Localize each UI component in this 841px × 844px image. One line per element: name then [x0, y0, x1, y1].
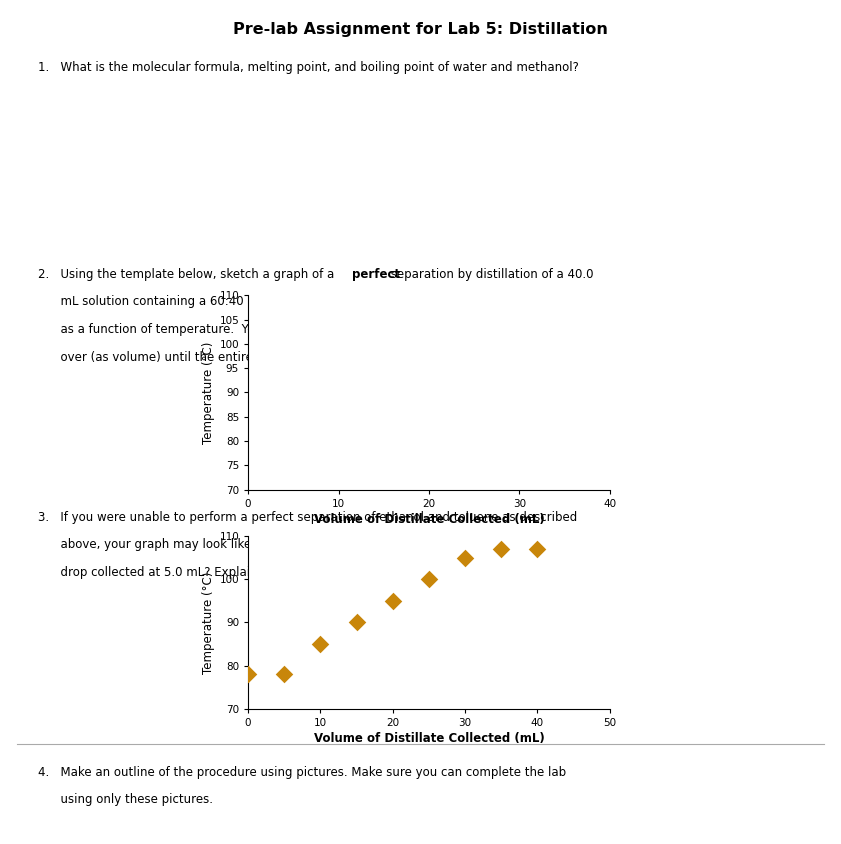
Text: 2.   Using the template below, sketch a graph of a: 2. Using the template below, sketch a gr…	[38, 268, 338, 280]
Text: over (as volume) until the entire mixture has been distilled (40 mL).: over (as volume) until the entire mixtur…	[38, 351, 464, 364]
Point	[386, 594, 399, 608]
Text: separation by distillation of a 40.0: separation by distillation of a 40.0	[387, 268, 594, 280]
Text: mL solution containing a 60:40 mixture of ethanol (bp = 78° C) and toluene (bp =: mL solution containing a 60:40 mixture o…	[38, 295, 595, 308]
Text: 1.   What is the molecular formula, melting point, and boiling point of water an: 1. What is the molecular formula, meltin…	[38, 61, 579, 73]
Text: perfect: perfect	[352, 268, 399, 280]
Text: using only these pictures.: using only these pictures.	[38, 793, 213, 806]
Point	[314, 637, 327, 651]
Point	[350, 615, 363, 629]
Point	[241, 668, 255, 681]
Text: as a function of temperature.  You should graph the temperature of the drops com: as a function of temperature. You should…	[38, 323, 567, 336]
Point	[422, 572, 436, 586]
Point	[531, 542, 544, 555]
Point	[458, 551, 472, 565]
Text: Pre-lab Assignment for Lab 5: Distillation: Pre-lab Assignment for Lab 5: Distillati…	[233, 22, 608, 37]
Point	[495, 542, 508, 555]
Y-axis label: Temperature (°C): Temperature (°C)	[202, 341, 215, 444]
Text: 4.   Make an outline of the procedure using pictures. Make sure you can complete: 4. Make an outline of the procedure usin…	[38, 766, 566, 778]
Y-axis label: Temperature (°C): Temperature (°C)	[202, 571, 215, 674]
X-axis label: Volume of Distillate Collected (mL): Volume of Distillate Collected (mL)	[314, 732, 544, 745]
X-axis label: Volume of Distillate Collected (mL): Volume of Distillate Collected (mL)	[314, 512, 544, 526]
Point	[278, 668, 291, 681]
Text: drop collected at 5.0 mL? Explain how you know the identity of that drop.: drop collected at 5.0 mL? Explain how yo…	[38, 566, 495, 579]
Text: above, your graph may look like the one below. What is the identity/composition : above, your graph may look like the one …	[38, 538, 576, 551]
Text: 3.   If you were unable to perform a perfect separation of ethanol and toluene a: 3. If you were unable to perform a perfe…	[38, 511, 577, 523]
